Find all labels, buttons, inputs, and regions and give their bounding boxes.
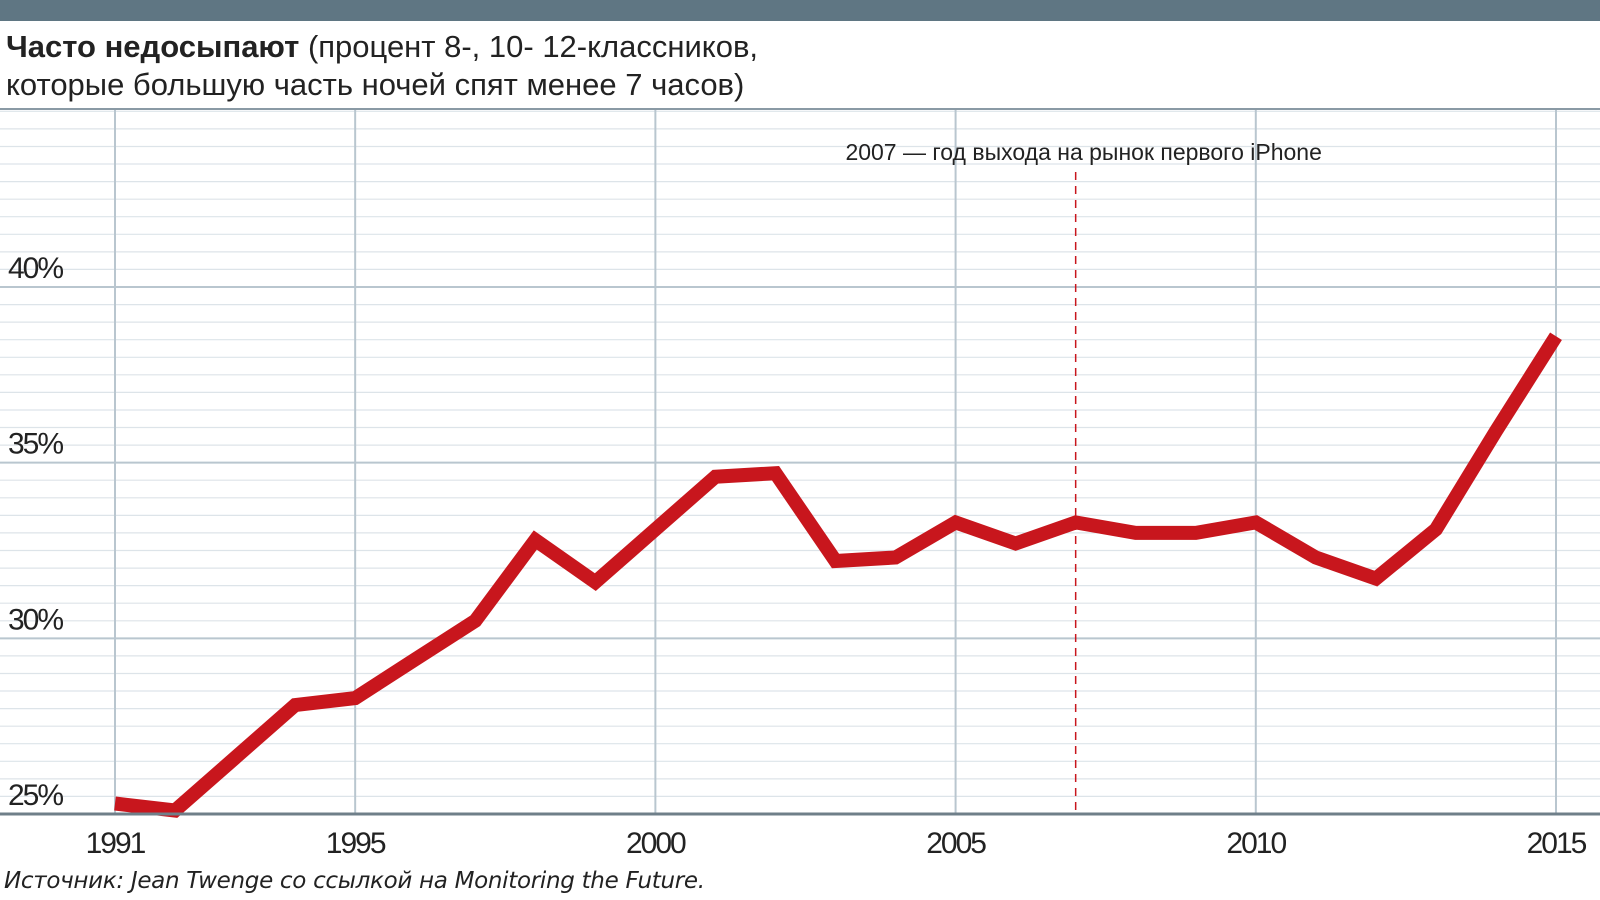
- y-tick-label: 35%: [8, 428, 63, 461]
- top-bar: [0, 0, 1600, 21]
- x-tick-label: 2015: [1527, 827, 1587, 860]
- line-chart: 2007 — год выхода на рынок первого iPhon…: [0, 108, 1600, 860]
- annotation-label: 2007 — год выхода на рынок первого iPhon…: [845, 139, 1321, 165]
- series-line: [114, 332, 1562, 818]
- y-tick-labels: 25% 30% 35% 40%: [8, 252, 65, 812]
- y-tick-label: 25%: [8, 779, 63, 812]
- annotation-group: 2007 — год выхода на рынок первого iPhon…: [845, 139, 1322, 814]
- series-group: [114, 332, 1562, 818]
- x-tick-label: 1991: [86, 827, 146, 860]
- x-tick-labels: 1991 1995 2000 2005 2010 2015: [86, 827, 1589, 860]
- source-note: Источник: Jean Twenge со ссылкой на Moni…: [4, 868, 705, 894]
- x-tick-label: 2010: [1226, 827, 1286, 860]
- chart-title: Часто недосыпают (процент 8-, 10- 12-кла…: [6, 28, 1566, 104]
- chart-title-bold: Часто недосыпают: [6, 29, 300, 64]
- x-tick-label: 1995: [326, 827, 386, 860]
- major-gridlines: [0, 286, 1600, 640]
- chart-title-rest: (процент 8-, 10- 12-классников,: [299, 29, 759, 64]
- y-tick-label: 30%: [8, 603, 63, 636]
- x-tick-label: 2005: [926, 827, 986, 860]
- chart-title-line2: которые большую часть ночей спят менее 7…: [6, 67, 745, 102]
- y-tick-label: 40%: [8, 252, 63, 285]
- minor-gridlines: [0, 110, 1600, 798]
- x-tick-label: 2000: [626, 827, 686, 860]
